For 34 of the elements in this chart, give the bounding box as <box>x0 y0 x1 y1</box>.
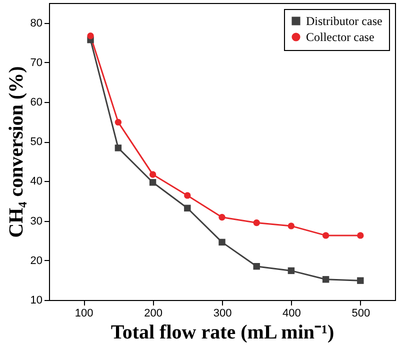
point <box>357 277 364 284</box>
y-tick-label: 60 <box>30 96 42 108</box>
y-tick-label: 70 <box>30 56 42 69</box>
y-tick-label: 80 <box>30 17 42 30</box>
y-tick-label: 50 <box>30 136 42 148</box>
point <box>357 232 364 239</box>
y-axis-title: CH₄ conversion (%) <box>5 66 28 238</box>
point <box>253 219 260 226</box>
point <box>149 171 156 178</box>
x-tick-label: 200 <box>144 308 162 320</box>
point <box>114 144 122 152</box>
y-tick-label: 40 <box>30 176 42 188</box>
x-tick-label: 300 <box>213 308 232 320</box>
point <box>218 214 226 221</box>
point <box>184 192 191 199</box>
point <box>87 32 94 40</box>
legend-label: Collector case <box>306 30 374 44</box>
point <box>288 222 295 230</box>
y-tick-label: 30 <box>30 215 42 228</box>
x-tick-label: 100 <box>74 308 94 320</box>
y-tick-label: 20 <box>30 254 42 267</box>
legend-label: Distributor case <box>306 14 382 28</box>
point <box>322 232 330 239</box>
point <box>184 204 191 212</box>
x-tick-label: 500 <box>352 308 370 320</box>
point <box>253 262 260 270</box>
y-tick-label: 10 <box>30 294 42 306</box>
point <box>114 118 122 126</box>
point <box>322 276 330 283</box>
point <box>288 267 295 274</box>
point <box>218 238 226 246</box>
x-axis-title: Total flow rate (mL min⁻¹) <box>110 322 334 344</box>
x-tick-label: 400 <box>282 308 301 320</box>
point <box>149 179 156 186</box>
